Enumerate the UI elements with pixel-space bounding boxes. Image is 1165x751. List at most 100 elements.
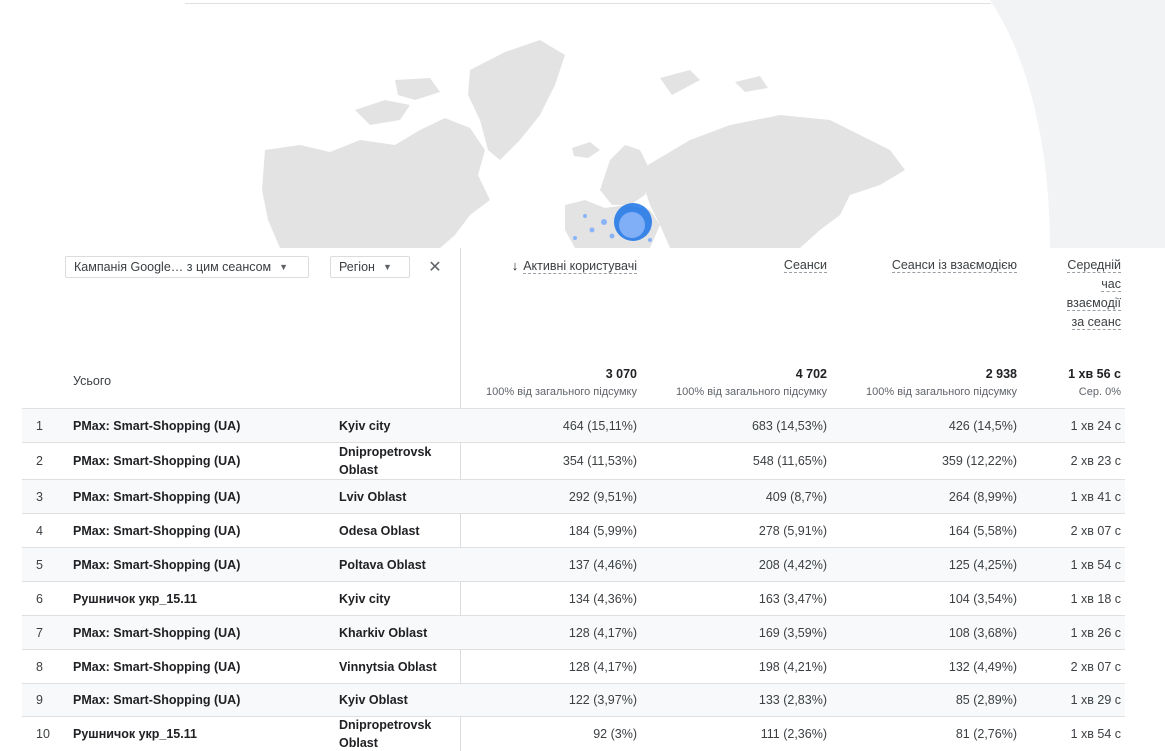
table-row[interactable]: 7 PMax: Smart-Shopping (UA) Kharkiv Obla… [22, 615, 1125, 649]
row-campaign: PMax: Smart-Shopping (UA) [73, 659, 241, 674]
table-row[interactable]: 10 Рушничок укр_15.11 Dnipropetrovsk Obl… [22, 716, 1125, 751]
row-index: 7 [36, 625, 43, 640]
row-active-users: 137 (4,46%) [568, 557, 637, 572]
row-engaged-sessions: 108 (3,68%) [948, 625, 1017, 640]
chevron-down-icon: ▼ [279, 262, 289, 272]
table-row[interactable]: 5 PMax: Smart-Shopping (UA) Poltava Obla… [22, 547, 1125, 581]
row-avg-time: 1 хв 26 с [1070, 625, 1121, 640]
row-avg-time: 1 хв 54 с [1070, 557, 1121, 572]
row-sessions: 208 (4,42%) [758, 557, 827, 572]
row-engaged-sessions: 264 (8,99%) [948, 489, 1017, 504]
map-land-arctic-islands [355, 78, 440, 125]
map-land-iceland [572, 142, 600, 158]
map-land-canada [262, 118, 490, 248]
row-avg-time: 1 хв 41 с [1070, 489, 1121, 504]
row-active-users: 92 (3%) [593, 727, 637, 741]
row-region: Kyiv city [339, 418, 391, 433]
row-region: Dnipropetrovsk Oblast [339, 445, 432, 477]
totals-engaged-sessions: 2 938 100% від загального підсумку [842, 366, 1017, 402]
row-active-users: 354 (11,53%) [562, 454, 637, 468]
row-sessions: 163 (3,47%) [758, 591, 827, 606]
dimension-selector-campaign[interactable]: Кампанія Google… з цим сеансом ▼ [65, 256, 309, 278]
map-bubble-small-1 [601, 219, 607, 225]
row-avg-time: 2 хв 07 с [1070, 523, 1121, 538]
dimension-selector-campaign-label: Кампанія Google… з цим сеансом [74, 260, 272, 274]
totals-active-users-value: 3 070 [605, 367, 637, 381]
row-index: 9 [36, 693, 43, 707]
map-bubble-small-5 [573, 236, 577, 240]
table-row[interactable]: 4 PMax: Smart-Shopping (UA) Odesa Oblast… [22, 513, 1125, 547]
table-row[interactable]: 6 Рушничок укр_15.11 Kyiv city 134 (4,36… [22, 581, 1125, 615]
map-land-scandinavia [600, 145, 650, 205]
row-sessions: 409 (8,7%) [765, 489, 827, 504]
totals-sessions: 4 702 100% від загального підсумку [652, 366, 827, 402]
map-land-novaya-zemlya [660, 70, 768, 95]
row-engaged-sessions: 132 (4,49%) [948, 659, 1017, 674]
map-land-greenland [468, 40, 565, 160]
close-icon[interactable]: ✕ [428, 259, 442, 276]
column-header-avg-time-line3: взаємодії [1066, 296, 1121, 311]
row-campaign: Рушничок укр_15.11 [73, 591, 197, 606]
column-header-sessions-label: Сеанси [783, 258, 827, 273]
row-index: 8 [36, 659, 43, 674]
column-header-engaged-sessions-label: Сеанси із взаємодією [891, 258, 1017, 273]
map-bubble-small-6 [648, 238, 652, 242]
map-right-panel [1075, 0, 1165, 248]
column-header-active-users[interactable]: ↓ Активні користувачі [492, 256, 637, 276]
table-row[interactable]: 1 PMax: Smart-Shopping (UA) Kyiv city 46… [22, 408, 1125, 442]
row-region: Vinnytsia Oblast [339, 659, 437, 674]
map-bubble-small-3 [583, 214, 587, 218]
row-active-users: 184 (5,99%) [568, 523, 637, 538]
table-row[interactable]: 3 PMax: Smart-Shopping (UA) Lviv Oblast … [22, 479, 1125, 513]
row-sessions: 169 (3,59%) [758, 625, 827, 640]
totals-active-users-sub: 100% від загального підсумку [486, 386, 637, 398]
map-land-russia [645, 115, 905, 248]
table-row[interactable]: 2 PMax: Smart-Shopping (UA) Dnipropetrov… [22, 442, 1125, 479]
map-bubble-small-4 [609, 233, 615, 239]
row-region: Dnipropetrovsk Oblast [339, 718, 432, 750]
table-row[interactable]: 9 PMax: Smart-Shopping (UA) Kyiv Oblast … [22, 683, 1125, 716]
table-row[interactable]: 8 PMax: Smart-Shopping (UA) Vinnytsia Ob… [22, 649, 1125, 683]
totals-active-users: 3 070 100% від загального підсумку [462, 366, 637, 402]
row-region: Kyiv city [339, 591, 391, 606]
column-header-sessions[interactable]: Сеанси [722, 256, 827, 275]
row-index: 10 [36, 727, 50, 741]
row-region: Odesa Oblast [339, 523, 420, 538]
row-campaign: PMax: Smart-Shopping (UA) [73, 625, 241, 640]
row-engaged-sessions: 359 (12,22%) [941, 454, 1017, 468]
map-top-border [185, 3, 991, 4]
totals-engaged-sessions-value: 2 938 [985, 367, 1017, 381]
column-header-avg-time-line2: час [1101, 277, 1121, 292]
row-region: Kyiv Oblast [339, 693, 408, 707]
map-bubble-small-2 [589, 227, 595, 233]
row-active-users: 128 (4,17%) [568, 625, 637, 640]
map-bubble-ukraine-inner [619, 212, 645, 238]
row-region: Kharkiv Oblast [339, 625, 428, 640]
row-sessions: 548 (11,65%) [752, 454, 827, 468]
totals-engaged-sessions-sub: 100% від загального підсумку [866, 386, 1017, 398]
row-campaign: PMax: Smart-Shopping (UA) [73, 693, 241, 707]
map-edge-arc [990, 0, 1075, 248]
row-sessions: 683 (14,53%) [751, 418, 827, 433]
chevron-down-icon: ▼ [382, 262, 392, 272]
row-campaign: Рушничок укр_15.11 [73, 727, 197, 741]
row-campaign: PMax: Smart-Shopping (UA) [73, 454, 241, 468]
row-avg-time: 2 хв 23 с [1070, 454, 1121, 468]
row-engaged-sessions: 81 (2,76%) [955, 727, 1017, 741]
row-region: Poltava Oblast [339, 557, 426, 572]
column-header-avg-engagement-time[interactable]: Середній час взаємодії за сеанс [1032, 256, 1121, 332]
totals-label: Усього [73, 374, 112, 388]
row-engaged-sessions: 164 (5,58%) [948, 523, 1017, 538]
row-sessions: 133 (2,83%) [758, 693, 827, 707]
dimension-selector-region-label: Регіон [339, 260, 375, 274]
column-header-engaged-sessions[interactable]: Сеанси із взаємодією [867, 256, 1017, 275]
map-svg [262, 0, 1075, 248]
dimension-selector-region[interactable]: Регіон ▼ [330, 256, 410, 278]
row-region: Lviv Oblast [339, 489, 407, 504]
row-campaign: PMax: Smart-Shopping (UA) [73, 418, 241, 433]
row-avg-time: 2 хв 07 с [1070, 659, 1121, 674]
report-table: Кампанія Google… з цим сеансом ▼ Регіон … [22, 248, 1165, 751]
row-active-users: 128 (4,17%) [568, 659, 637, 674]
column-header-avg-time-line4: за сеанс [1071, 315, 1121, 330]
column-header-avg-time-line1: Середній [1067, 258, 1121, 273]
